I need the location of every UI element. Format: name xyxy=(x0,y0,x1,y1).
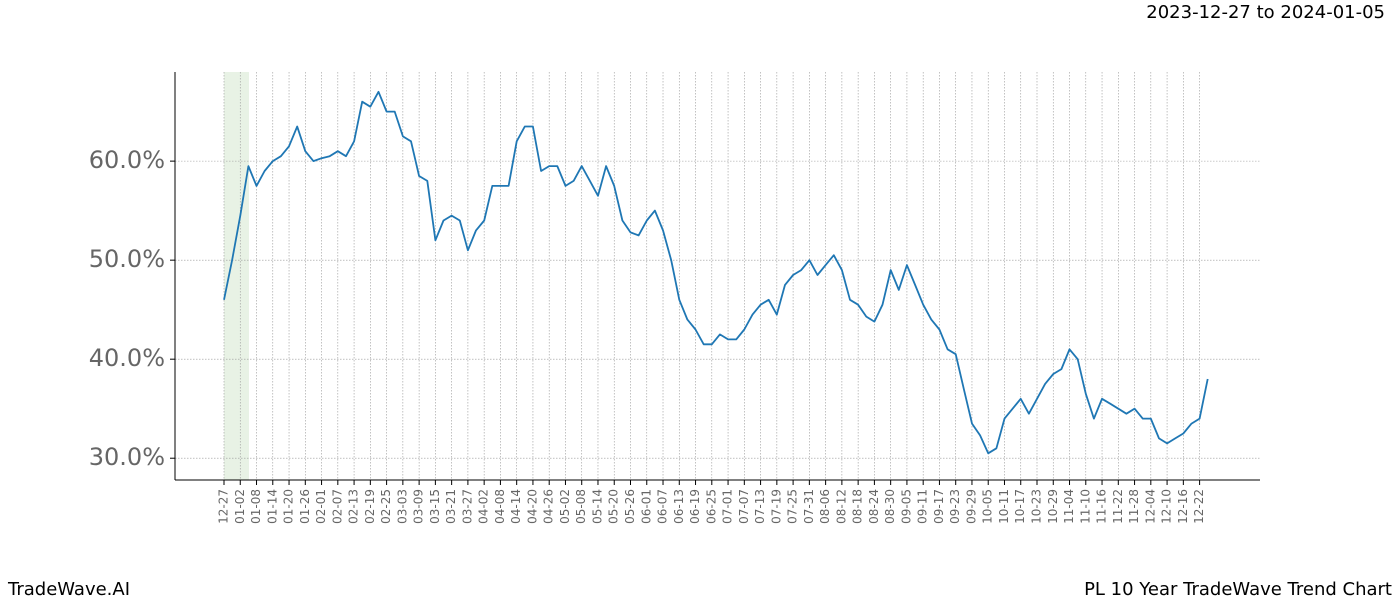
x-tick-label: 12-22 xyxy=(1192,489,1206,524)
x-tick-label: 11-16 xyxy=(1095,489,1109,524)
x-tick-label: 02-19 xyxy=(363,489,377,524)
x-tick-label: 02-13 xyxy=(347,489,361,524)
x-tick-label: 01-08 xyxy=(249,489,263,524)
x-tick-label: 12-16 xyxy=(1176,489,1190,524)
x-tick-label: 09-29 xyxy=(964,489,978,524)
x-tick-label: 07-01 xyxy=(721,489,735,524)
x-tick-label: 07-31 xyxy=(802,489,816,524)
brand: TradeWave.AI xyxy=(7,579,130,600)
x-tick-label: 01-20 xyxy=(282,489,296,524)
x-tick-label: 12-10 xyxy=(1160,489,1174,524)
caption: PL 10 Year TradeWave Trend Chart xyxy=(1084,579,1392,600)
x-tick-label: 07-13 xyxy=(753,489,767,524)
x-tick-label: 04-20 xyxy=(525,489,539,524)
x-tick-label: 07-07 xyxy=(737,489,751,524)
trend-line xyxy=(223,90,1209,455)
x-tick-label: 03-15 xyxy=(428,489,442,524)
x-tick-label: 10-23 xyxy=(1030,489,1044,524)
x-tick-label: 11-22 xyxy=(1111,489,1125,524)
x-tick-label: 08-30 xyxy=(883,489,897,524)
x-tick-label: 04-14 xyxy=(509,489,523,524)
x-tick-label: 06-13 xyxy=(672,489,686,524)
x-tick-label: 11-04 xyxy=(1062,489,1076,524)
x-tick-label: 02-25 xyxy=(379,489,393,524)
x-tick-label: 06-01 xyxy=(639,489,653,524)
x-tick-label: 09-05 xyxy=(899,489,913,524)
y-tick-label: 30.0% xyxy=(89,443,165,471)
x-tick-label: 08-06 xyxy=(818,489,832,524)
x-tick-label: 08-18 xyxy=(851,489,865,524)
x-tick-label: 03-27 xyxy=(460,489,474,524)
x-tick-label: 12-27 xyxy=(217,489,231,524)
x-tick-label: 09-17 xyxy=(932,489,946,524)
x-tick-label: 04-08 xyxy=(493,489,507,524)
x-tick-label: 10-11 xyxy=(997,489,1011,524)
x-tick-label: 05-14 xyxy=(590,489,604,524)
x-tick-label: 11-28 xyxy=(1127,489,1141,524)
x-tick-label: 10-29 xyxy=(1046,489,1060,524)
x-tick-label: 08-24 xyxy=(867,489,881,524)
x-tick-label: 02-01 xyxy=(314,489,328,524)
x-tick-label: 01-26 xyxy=(298,489,312,524)
x-tick-label: 03-09 xyxy=(412,489,426,524)
chart-title: 2023-12-27 to 2024-01-05 xyxy=(1146,2,1385,23)
highlight-band xyxy=(224,72,249,480)
x-tick-label: 05-02 xyxy=(558,489,572,524)
x-tick-label: 06-25 xyxy=(704,489,718,524)
x-tick-label: 05-20 xyxy=(607,489,621,524)
x-tick-label: 09-23 xyxy=(948,489,962,524)
x-tick-label: 03-21 xyxy=(444,489,458,524)
y-tick-label: 60.0% xyxy=(89,146,165,174)
x-tick-label: 03-03 xyxy=(395,489,409,524)
x-tick-label: 06-07 xyxy=(656,489,670,524)
x-tick-label: 01-02 xyxy=(233,489,247,524)
x-tick-label: 08-12 xyxy=(834,489,848,524)
y-tick-label: 50.0% xyxy=(89,245,165,273)
x-tick-label: 02-07 xyxy=(330,489,344,524)
x-tick-label: 07-19 xyxy=(769,489,783,524)
x-tick-label: 09-11 xyxy=(916,489,930,524)
x-tick-label: 06-19 xyxy=(688,489,702,524)
x-tick-label: 11-10 xyxy=(1078,489,1092,524)
y-tick-label: 40.0% xyxy=(89,344,165,372)
x-tick-label: 07-25 xyxy=(786,489,800,524)
x-tick-label: 04-26 xyxy=(542,489,556,524)
x-tick-label: 05-26 xyxy=(623,489,637,524)
x-tick-label: 04-02 xyxy=(477,489,491,524)
x-tick-label: 10-17 xyxy=(1013,489,1027,524)
x-tick-label: 12-04 xyxy=(1143,489,1157,524)
x-tick-label: 01-14 xyxy=(265,489,279,524)
x-tick-label: 10-05 xyxy=(981,489,995,524)
x-tick-label: 05-08 xyxy=(574,489,588,524)
